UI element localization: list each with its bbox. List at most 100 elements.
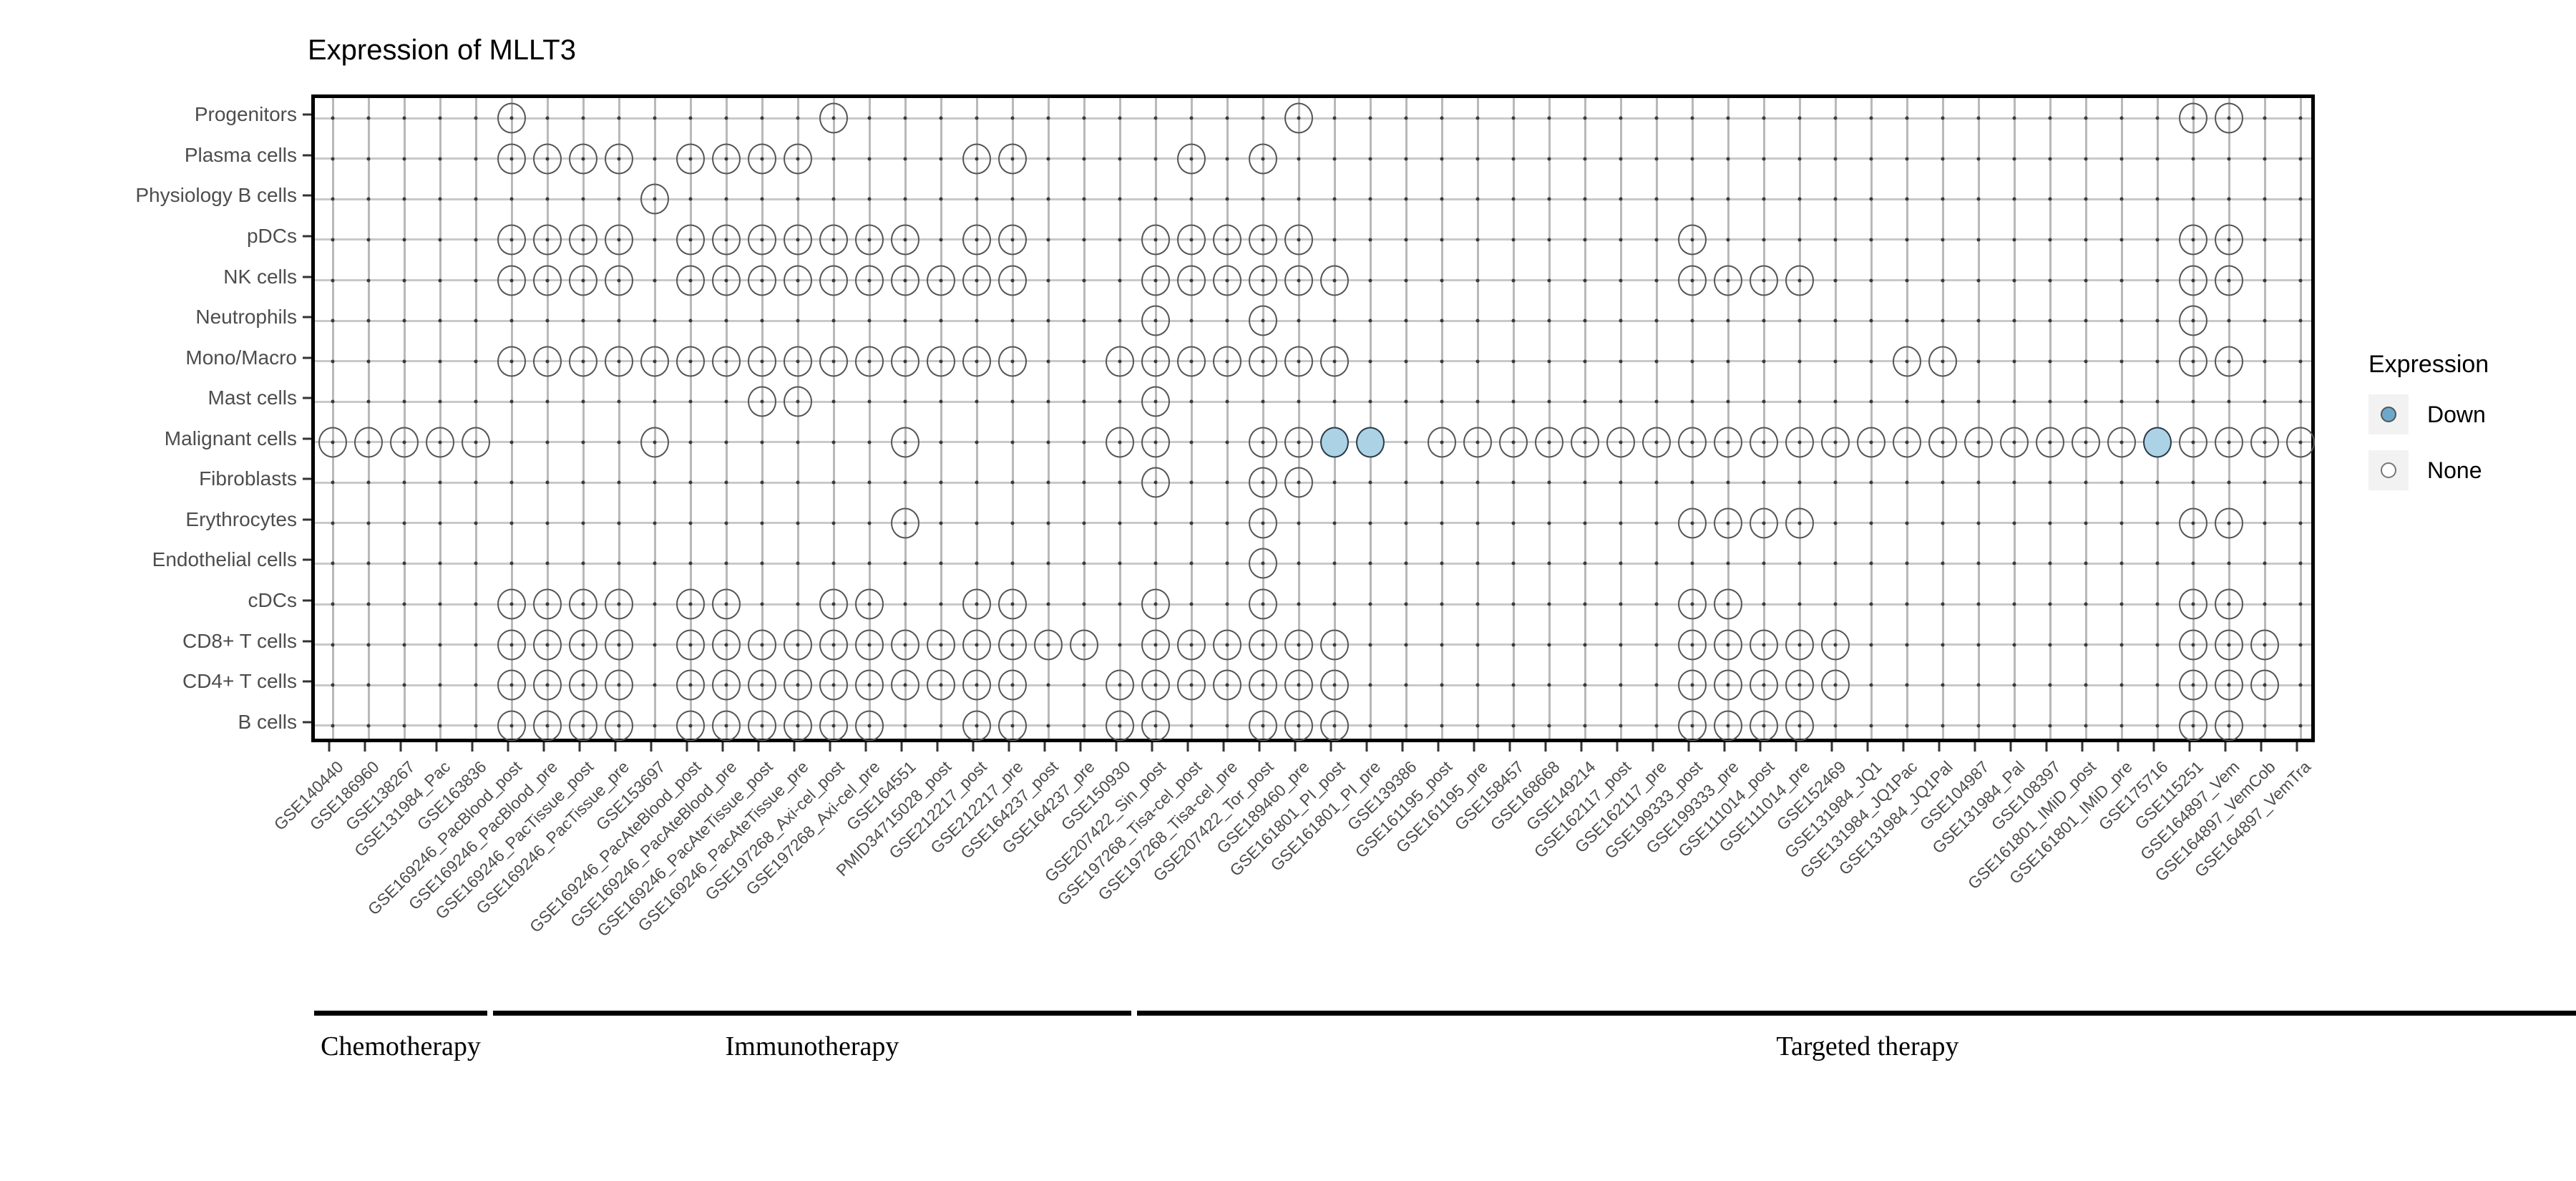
expression-cell[interactable] <box>569 143 597 175</box>
expression-cell[interactable] <box>2215 102 2243 134</box>
expression-cell[interactable] <box>2179 346 2207 377</box>
expression-cell[interactable] <box>1750 629 1778 661</box>
expression-cell[interactable] <box>1034 629 1063 661</box>
expression-cell[interactable] <box>1213 346 1241 377</box>
expression-cell[interactable] <box>569 346 597 377</box>
expression-cell[interactable] <box>605 265 633 296</box>
expression-cell[interactable] <box>2179 427 2207 458</box>
expression-cell[interactable] <box>1284 102 1313 134</box>
expression-cell[interactable] <box>1678 265 1707 296</box>
expression-cell[interactable] <box>855 265 884 296</box>
expression-cell[interactable] <box>2250 427 2279 458</box>
expression-cell[interactable] <box>784 224 812 256</box>
expression-cell[interactable] <box>676 265 705 296</box>
expression-cell[interactable] <box>748 629 776 661</box>
expression-cell[interactable] <box>1284 265 1313 296</box>
expression-cell[interactable] <box>819 629 848 661</box>
expression-cell[interactable] <box>748 224 776 256</box>
expression-cell[interactable] <box>605 710 633 742</box>
expression-cell[interactable] <box>927 346 955 377</box>
expression-cell[interactable] <box>1141 629 1170 661</box>
expression-cell[interactable] <box>2179 710 2207 742</box>
expression-cell[interactable] <box>1785 507 1814 539</box>
expression-cell[interactable] <box>2072 427 2100 458</box>
expression-cell[interactable] <box>1821 629 1850 661</box>
expression-cell[interactable] <box>605 669 633 701</box>
expression-cell[interactable] <box>640 427 669 458</box>
expression-cell[interactable] <box>354 427 383 458</box>
expression-cell[interactable] <box>1785 629 1814 661</box>
expression-cell[interactable] <box>927 265 955 296</box>
expression-cell[interactable] <box>1249 467 1277 498</box>
expression-cell[interactable] <box>784 629 812 661</box>
expression-cell[interactable] <box>1785 427 1814 458</box>
expression-cell[interactable] <box>2286 427 2315 458</box>
expression-cell[interactable] <box>998 265 1027 296</box>
expression-cell[interactable] <box>748 265 776 296</box>
expression-cell[interactable] <box>605 629 633 661</box>
expression-cell[interactable] <box>1284 669 1313 701</box>
expression-cell[interactable] <box>1177 224 1206 256</box>
expression-cell[interactable] <box>962 265 991 296</box>
expression-cell[interactable] <box>1141 224 1170 256</box>
expression-cell[interactable] <box>1821 669 1850 701</box>
expression-cell[interactable] <box>2143 427 2172 458</box>
legend-item[interactable]: None <box>2368 450 2489 490</box>
expression-cell[interactable] <box>784 386 812 417</box>
expression-cell[interactable] <box>1785 669 1814 701</box>
expression-cell[interactable] <box>712 143 741 175</box>
expression-cell[interactable] <box>676 669 705 701</box>
expression-cell[interactable] <box>1320 427 1349 458</box>
expression-cell[interactable] <box>1750 710 1778 742</box>
expression-cell[interactable] <box>1678 588 1707 620</box>
expression-cell[interactable] <box>748 710 776 742</box>
expression-cell[interactable] <box>998 588 1027 620</box>
expression-cell[interactable] <box>2215 507 2243 539</box>
expression-cell[interactable] <box>533 669 562 701</box>
expression-cell[interactable] <box>855 669 884 701</box>
expression-cell[interactable] <box>569 669 597 701</box>
expression-cell[interactable] <box>1750 265 1778 296</box>
expression-cell[interactable] <box>1642 427 1671 458</box>
expression-cell[interactable] <box>1141 710 1170 742</box>
expression-cell[interactable] <box>2179 265 2207 296</box>
expression-cell[interactable] <box>2179 224 2207 256</box>
expression-cell[interactable] <box>1714 588 1742 620</box>
expression-cell[interactable] <box>533 265 562 296</box>
expression-cell[interactable] <box>390 427 419 458</box>
expression-cell[interactable] <box>1249 629 1277 661</box>
expression-cell[interactable] <box>1106 346 1134 377</box>
expression-cell[interactable] <box>2215 629 2243 661</box>
expression-cell[interactable] <box>605 143 633 175</box>
expression-cell[interactable] <box>2179 305 2207 336</box>
expression-cell[interactable] <box>891 629 919 661</box>
expression-cell[interactable] <box>998 669 1027 701</box>
expression-cell[interactable] <box>1141 265 1170 296</box>
expression-cell[interactable] <box>891 346 919 377</box>
expression-cell[interactable] <box>1141 588 1170 620</box>
expression-cell[interactable] <box>784 346 812 377</box>
expression-cell[interactable] <box>1356 427 1385 458</box>
expression-cell[interactable] <box>712 629 741 661</box>
expression-cell[interactable] <box>497 143 526 175</box>
expression-cell[interactable] <box>998 710 1027 742</box>
expression-cell[interactable] <box>1320 669 1349 701</box>
expression-cell[interactable] <box>2179 669 2207 701</box>
expression-cell[interactable] <box>497 629 526 661</box>
expression-cell[interactable] <box>1678 629 1707 661</box>
expression-cell[interactable] <box>712 710 741 742</box>
expression-cell[interactable] <box>962 588 991 620</box>
expression-cell[interactable] <box>1249 588 1277 620</box>
expression-cell[interactable] <box>784 710 812 742</box>
expression-cell[interactable] <box>1821 427 1850 458</box>
expression-cell[interactable] <box>2215 710 2243 742</box>
expression-cell[interactable] <box>2215 265 2243 296</box>
expression-cell[interactable] <box>1249 548 1277 579</box>
expression-cell[interactable] <box>1928 427 1957 458</box>
expression-cell[interactable] <box>1249 143 1277 175</box>
expression-cell[interactable] <box>1141 467 1170 498</box>
expression-cell[interactable] <box>1714 427 1742 458</box>
expression-cell[interactable] <box>2179 102 2207 134</box>
expression-cell[interactable] <box>533 710 562 742</box>
expression-cell[interactable] <box>927 669 955 701</box>
